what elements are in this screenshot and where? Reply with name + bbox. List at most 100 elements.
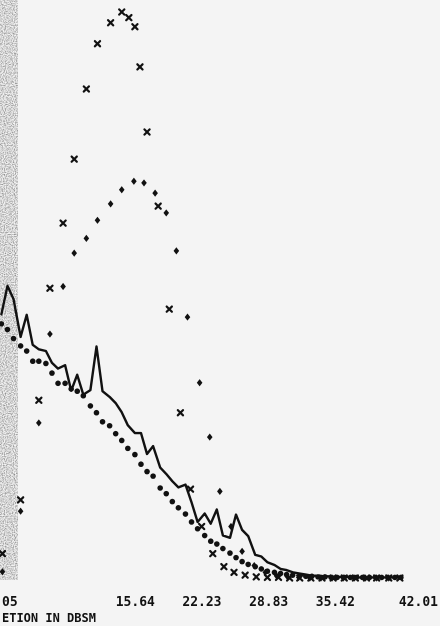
series-4-point-31 [329, 574, 337, 582]
series-3-point-22 [251, 561, 258, 570]
series-2-point-56 [347, 574, 354, 581]
series-4-point-14 [143, 128, 151, 136]
series-2-point-23 [138, 461, 144, 468]
series-4-point-10 [118, 8, 126, 16]
series-2-point-33 [201, 532, 208, 539]
series-4-point-27 [285, 574, 294, 582]
x-tick-label-4: 28.83 [249, 595, 288, 610]
series-3-point-3 [36, 419, 42, 427]
series-3-point-7 [83, 234, 90, 242]
series-2-point-7 [36, 358, 42, 365]
series-3-point-12 [141, 179, 147, 187]
series-2-point-17 [99, 418, 106, 425]
series-4-point-21 [220, 562, 228, 571]
x-axis-title: ETION IN DBSM [2, 611, 96, 625]
series-4-point-30 [318, 574, 326, 582]
series-2-point-20 [118, 437, 125, 444]
series-4-point-15 [154, 202, 162, 210]
series-4-point-34 [362, 574, 371, 582]
series-4-point-16 [165, 305, 173, 313]
series-2-point-15 [87, 403, 94, 409]
series-4-point-7 [82, 85, 91, 93]
series-4-point-29 [307, 574, 315, 582]
series-3-point-2 [17, 507, 24, 515]
series-4-point-36 [385, 574, 393, 582]
series-3-point-20 [228, 522, 234, 531]
series-2-point-38 [233, 554, 239, 561]
series-2-point-5 [23, 348, 30, 354]
series-4-point-37 [396, 574, 404, 582]
series-4-point-8 [93, 39, 102, 48]
series-2-point-27 [163, 490, 170, 497]
series-2-point-37 [227, 550, 233, 556]
series-4-point-11 [125, 13, 133, 22]
series-4-point-32 [340, 574, 348, 582]
series-4-point-12 [131, 23, 139, 31]
series-2-point-26 [157, 485, 163, 491]
series-2-point-28 [169, 498, 176, 505]
series-2-point-12 [68, 386, 74, 392]
series-2-point-36 [220, 545, 226, 552]
series-4-point-20 [209, 549, 217, 558]
series-4-point-1 [0, 549, 7, 558]
series-2-point-24 [144, 468, 150, 475]
series-4-point-35 [372, 574, 381, 582]
series-3-point-19 [217, 487, 223, 496]
series-4-point-26 [274, 573, 283, 582]
series-4-point-23 [241, 571, 249, 579]
series-2-point-19 [112, 430, 119, 437]
x-tick-label-1: 05 [2, 595, 18, 610]
series-4-point-18 [186, 485, 195, 493]
series-2-point-63 [392, 574, 398, 581]
series-2-point-25 [150, 473, 156, 479]
series-2-point-8 [43, 360, 49, 367]
series-2-point-29 [175, 505, 182, 511]
x-tick-label-6: 42.01 [399, 595, 438, 610]
series-2-point-40 [245, 561, 251, 568]
series-2-point-10 [55, 380, 61, 387]
series-3-point-17 [196, 379, 203, 387]
series-2-point-11 [62, 380, 68, 387]
series-2-point-3 [10, 335, 17, 342]
series-4-point-25 [263, 573, 272, 582]
series-2-point-34 [207, 538, 214, 545]
x-axis-ticks: 05 15.64 22.23 28.83 35.42 42.01 [2, 595, 438, 610]
series-3-point-11 [131, 177, 137, 185]
series-2-point-42 [258, 566, 265, 572]
series-2-point-18 [106, 422, 113, 429]
series-3-point-1 [0, 568, 6, 576]
series-2 [0, 321, 404, 581]
series-3-point-10 [118, 186, 125, 194]
series-4-point-6 [70, 155, 78, 163]
series-3-point-16 [184, 313, 191, 321]
plot-area [0, 8, 404, 582]
series-4-point-4 [46, 284, 54, 292]
series-4-point-19 [197, 522, 206, 531]
series-4 [0, 8, 404, 582]
series-4-point-22 [230, 568, 238, 577]
series-3-point-14 [163, 209, 170, 217]
series-3-point-4 [47, 330, 53, 338]
series-2-point-4 [17, 343, 24, 349]
series-4-point-2 [16, 496, 25, 504]
series-4-point-13 [136, 63, 144, 71]
series-3-point-18 [206, 433, 213, 441]
series-2-point-39 [239, 558, 245, 565]
series-3-point-15 [173, 247, 180, 255]
series-3-point-5 [60, 282, 66, 291]
series-2-point-2 [4, 326, 11, 333]
series-4-point-9 [106, 19, 115, 27]
series-2-point-9 [49, 370, 55, 376]
series-2-point-6 [29, 358, 36, 365]
series-3-point-13 [152, 189, 158, 197]
series-3-point-21 [239, 547, 245, 555]
x-tick-label-2: 15.64 [116, 595, 155, 610]
series-4-point-24 [252, 573, 260, 581]
series-4-point-5 [59, 219, 67, 227]
series-2-point-22 [132, 451, 138, 458]
series-4-point-17 [176, 409, 185, 417]
series-2-point-1 [0, 321, 5, 327]
